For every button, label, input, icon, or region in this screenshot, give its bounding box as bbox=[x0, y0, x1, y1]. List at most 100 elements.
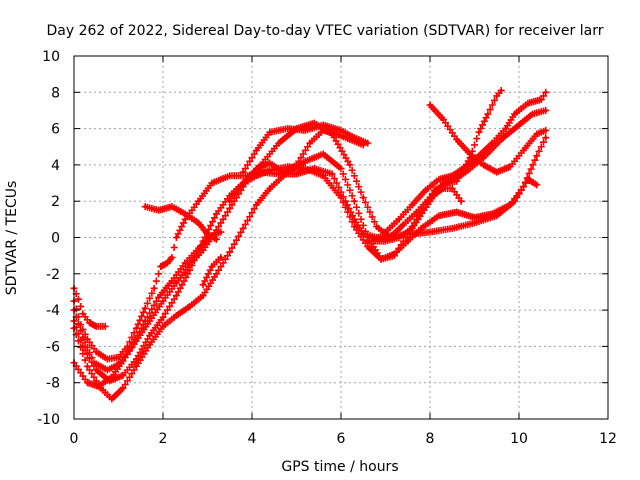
data-point bbox=[294, 163, 299, 167]
data-point bbox=[495, 170, 499, 174]
y-tick-label: 10 bbox=[42, 49, 60, 65]
data-point bbox=[455, 179, 459, 183]
data-point bbox=[490, 141, 494, 145]
data-point bbox=[428, 103, 432, 107]
data-point bbox=[214, 272, 218, 276]
data-point bbox=[94, 350, 98, 354]
data-point bbox=[544, 128, 548, 133]
data-point bbox=[441, 181, 445, 185]
data-point bbox=[103, 324, 107, 329]
y-tick-label: 2 bbox=[51, 194, 60, 210]
data-point bbox=[472, 215, 477, 220]
axis-ticks: 0 2 4 6 8 10 12 -10 -8 -6 -4 -2 0 2 4 6 8 10 bbox=[37, 49, 617, 447]
data-point bbox=[486, 112, 490, 116]
data-series bbox=[364, 86, 505, 245]
data-point bbox=[321, 152, 325, 156]
data-point bbox=[508, 203, 512, 207]
data-point bbox=[228, 194, 232, 198]
data-point bbox=[383, 230, 388, 234]
data-point bbox=[286, 127, 290, 131]
data-point bbox=[143, 319, 147, 323]
data-point bbox=[183, 217, 187, 221]
data-point bbox=[490, 212, 494, 216]
data-point bbox=[197, 221, 201, 225]
data-point bbox=[210, 181, 214, 185]
data-point bbox=[268, 168, 272, 172]
data-point bbox=[339, 195, 343, 200]
data-point bbox=[148, 333, 152, 338]
data-point bbox=[174, 293, 178, 298]
data-point bbox=[450, 226, 454, 231]
x-tick-label: 8 bbox=[426, 431, 435, 447]
data-series bbox=[426, 101, 550, 176]
data-point bbox=[455, 137, 459, 142]
data-point bbox=[455, 210, 459, 214]
data-point bbox=[361, 232, 365, 236]
data-point bbox=[450, 186, 454, 191]
data-point bbox=[277, 172, 281, 176]
data-point bbox=[348, 137, 352, 142]
data-point bbox=[330, 172, 334, 176]
data-point bbox=[539, 97, 543, 102]
data-point bbox=[504, 127, 508, 131]
data-point bbox=[366, 141, 370, 145]
data-point bbox=[143, 306, 147, 310]
data-point bbox=[81, 335, 85, 339]
data-series bbox=[239, 121, 372, 176]
grid bbox=[74, 56, 608, 419]
data-point bbox=[201, 248, 205, 252]
data-point bbox=[530, 112, 534, 116]
data-point bbox=[361, 195, 365, 200]
data-point bbox=[125, 344, 129, 348]
data-point bbox=[366, 239, 370, 243]
data-point bbox=[228, 250, 232, 254]
data-point bbox=[544, 136, 548, 140]
data-point bbox=[348, 163, 352, 167]
data-series-layer bbox=[70, 86, 550, 403]
data-point bbox=[321, 123, 325, 127]
data-point bbox=[464, 165, 468, 169]
data-point bbox=[214, 237, 218, 241]
data-point bbox=[152, 286, 156, 290]
data-point bbox=[165, 261, 170, 265]
data-point bbox=[134, 339, 138, 343]
data-series bbox=[70, 165, 541, 363]
data-point bbox=[379, 257, 383, 261]
data-point bbox=[87, 321, 92, 325]
data-point bbox=[241, 170, 245, 174]
data-point bbox=[521, 185, 526, 189]
y-tick-label: -4 bbox=[46, 303, 60, 319]
data-point bbox=[159, 264, 163, 269]
data-series bbox=[199, 253, 225, 289]
data-point bbox=[303, 166, 307, 171]
data-point bbox=[188, 304, 192, 309]
data-point bbox=[241, 181, 245, 185]
data-point bbox=[110, 375, 114, 379]
data-point bbox=[148, 319, 152, 323]
data-point bbox=[94, 368, 98, 372]
y-tick-label: -8 bbox=[46, 376, 60, 392]
data-point bbox=[183, 212, 187, 216]
data-point bbox=[214, 228, 218, 232]
data-point bbox=[254, 174, 259, 178]
data-point bbox=[535, 154, 539, 158]
data-point bbox=[428, 230, 432, 234]
data-point bbox=[188, 263, 192, 267]
data-point bbox=[268, 186, 272, 191]
data-point bbox=[535, 132, 539, 136]
data-point bbox=[121, 386, 125, 390]
data-point bbox=[170, 255, 174, 260]
data-point bbox=[277, 141, 281, 145]
data-point bbox=[352, 136, 356, 140]
data-point bbox=[134, 326, 138, 330]
data-point bbox=[228, 174, 232, 178]
data-point bbox=[228, 199, 232, 203]
data-point bbox=[526, 101, 530, 105]
data-point bbox=[134, 364, 138, 368]
data-point bbox=[383, 239, 388, 243]
data-point bbox=[121, 373, 125, 378]
data-point bbox=[428, 199, 432, 203]
data-point bbox=[415, 210, 419, 214]
x-tick-label: 2 bbox=[159, 431, 168, 447]
data-point bbox=[228, 206, 232, 211]
